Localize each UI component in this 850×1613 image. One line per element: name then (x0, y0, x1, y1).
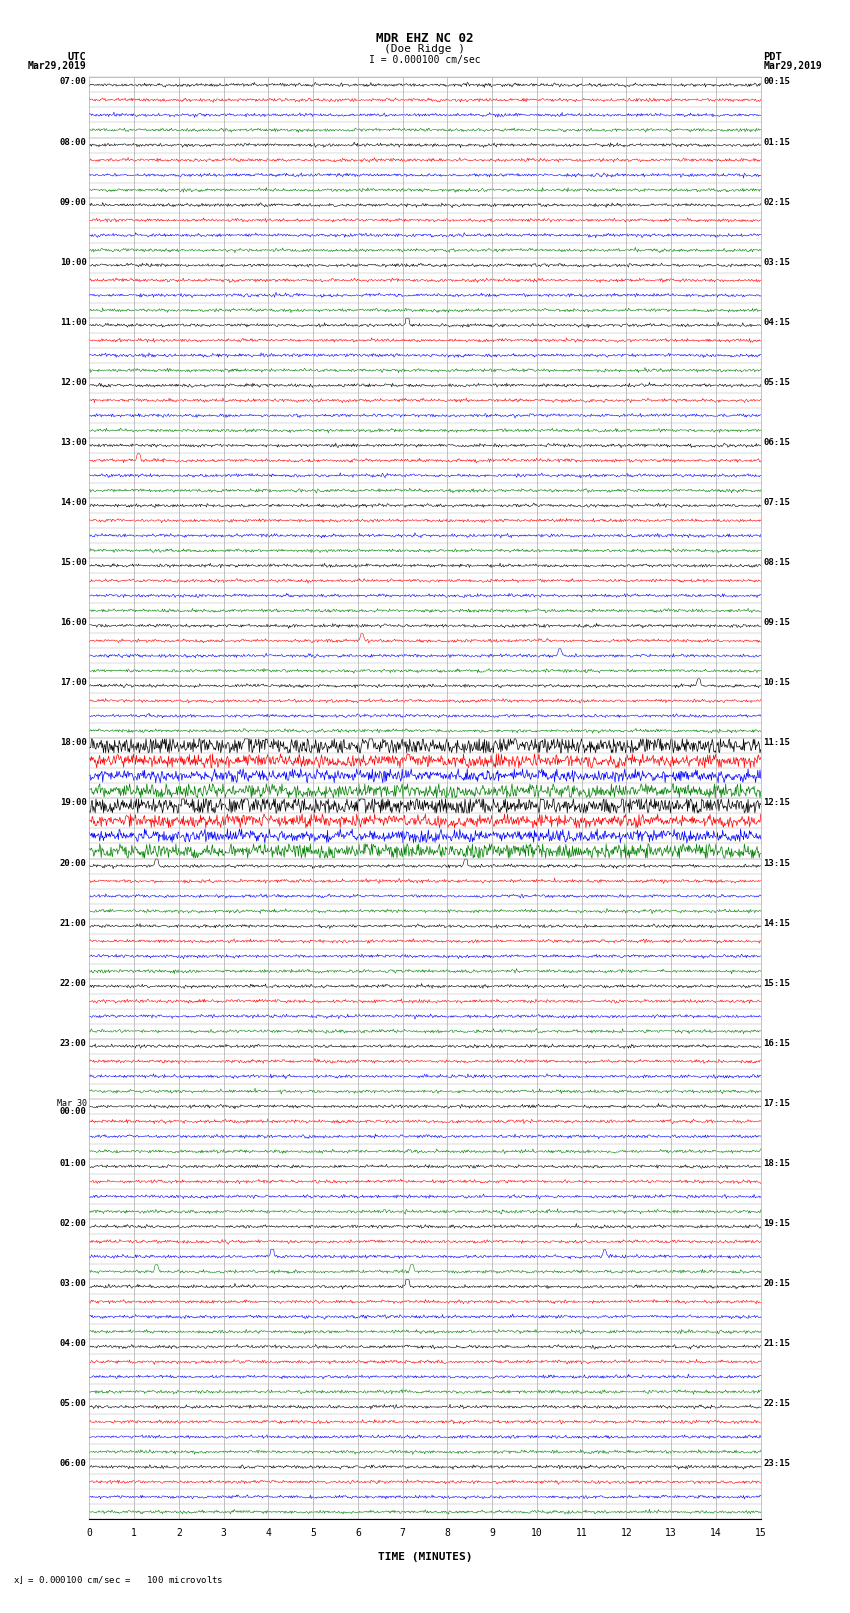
Text: 02:00: 02:00 (60, 1219, 87, 1227)
Text: x$\rfloor$ = 0.000100 cm/sec =   100 microvolts: x$\rfloor$ = 0.000100 cm/sec = 100 micro… (13, 1573, 224, 1586)
Text: 15:00: 15:00 (60, 558, 87, 568)
Text: 11:15: 11:15 (763, 739, 791, 747)
Text: 12: 12 (620, 1528, 632, 1537)
Text: 03:00: 03:00 (60, 1279, 87, 1289)
Text: TIME (MINUTES): TIME (MINUTES) (377, 1552, 473, 1561)
Text: 23:00: 23:00 (60, 1039, 87, 1048)
Text: 14: 14 (710, 1528, 722, 1537)
Text: 05:15: 05:15 (763, 377, 791, 387)
Text: 0: 0 (87, 1528, 92, 1537)
Text: 11: 11 (575, 1528, 587, 1537)
Text: 4: 4 (265, 1528, 271, 1537)
Text: 00:00: 00:00 (60, 1107, 87, 1116)
Text: 04:00: 04:00 (60, 1339, 87, 1348)
Text: 3: 3 (221, 1528, 226, 1537)
Text: 09:00: 09:00 (60, 198, 87, 206)
Text: 18:15: 18:15 (763, 1158, 791, 1168)
Text: 14:15: 14:15 (763, 919, 791, 927)
Text: 15:15: 15:15 (763, 979, 791, 987)
Text: 16:15: 16:15 (763, 1039, 791, 1048)
Text: Mar 30: Mar 30 (57, 1098, 87, 1108)
Text: 02:15: 02:15 (763, 198, 791, 206)
Text: MDR EHZ NC 02: MDR EHZ NC 02 (377, 32, 473, 45)
Text: 07:00: 07:00 (60, 77, 87, 87)
Text: 06:15: 06:15 (763, 439, 791, 447)
Text: 19:00: 19:00 (60, 798, 87, 808)
Text: 7: 7 (400, 1528, 405, 1537)
Text: 17:15: 17:15 (763, 1098, 791, 1108)
Text: 12:00: 12:00 (60, 377, 87, 387)
Text: 06:00: 06:00 (60, 1460, 87, 1468)
Text: 03:15: 03:15 (763, 258, 791, 266)
Text: 2: 2 (176, 1528, 182, 1537)
Text: 9: 9 (490, 1528, 495, 1537)
Text: 09:15: 09:15 (763, 618, 791, 627)
Text: 14:00: 14:00 (60, 498, 87, 506)
Text: 23:15: 23:15 (763, 1460, 791, 1468)
Text: 8: 8 (445, 1528, 450, 1537)
Text: 16:00: 16:00 (60, 618, 87, 627)
Text: UTC: UTC (68, 52, 87, 61)
Text: PDT: PDT (763, 52, 782, 61)
Text: 15: 15 (755, 1528, 767, 1537)
Text: 13: 13 (666, 1528, 677, 1537)
Text: 13:00: 13:00 (60, 439, 87, 447)
Text: 21:15: 21:15 (763, 1339, 791, 1348)
Text: (Doe Ridge ): (Doe Ridge ) (384, 44, 466, 53)
Text: 13:15: 13:15 (763, 858, 791, 868)
Text: 10:15: 10:15 (763, 679, 791, 687)
Text: 08:00: 08:00 (60, 137, 87, 147)
Text: 11:00: 11:00 (60, 318, 87, 327)
Text: 10: 10 (531, 1528, 543, 1537)
Text: 20:15: 20:15 (763, 1279, 791, 1289)
Text: 10:00: 10:00 (60, 258, 87, 266)
Text: 04:15: 04:15 (763, 318, 791, 327)
Text: 22:15: 22:15 (763, 1400, 791, 1408)
Text: I = 0.000100 cm/sec: I = 0.000100 cm/sec (369, 55, 481, 65)
Text: 1: 1 (131, 1528, 137, 1537)
Text: 19:15: 19:15 (763, 1219, 791, 1227)
Text: 01:00: 01:00 (60, 1158, 87, 1168)
Text: 6: 6 (355, 1528, 360, 1537)
Text: Mar29,2019: Mar29,2019 (763, 61, 822, 71)
Text: 17:00: 17:00 (60, 679, 87, 687)
Text: Mar29,2019: Mar29,2019 (28, 61, 87, 71)
Text: 18:00: 18:00 (60, 739, 87, 747)
Text: 21:00: 21:00 (60, 919, 87, 927)
Text: 00:15: 00:15 (763, 77, 791, 87)
Text: 5: 5 (310, 1528, 316, 1537)
Text: 20:00: 20:00 (60, 858, 87, 868)
Text: 05:00: 05:00 (60, 1400, 87, 1408)
Text: 08:15: 08:15 (763, 558, 791, 568)
Text: 22:00: 22:00 (60, 979, 87, 987)
Text: 12:15: 12:15 (763, 798, 791, 808)
Text: 07:15: 07:15 (763, 498, 791, 506)
Text: 01:15: 01:15 (763, 137, 791, 147)
